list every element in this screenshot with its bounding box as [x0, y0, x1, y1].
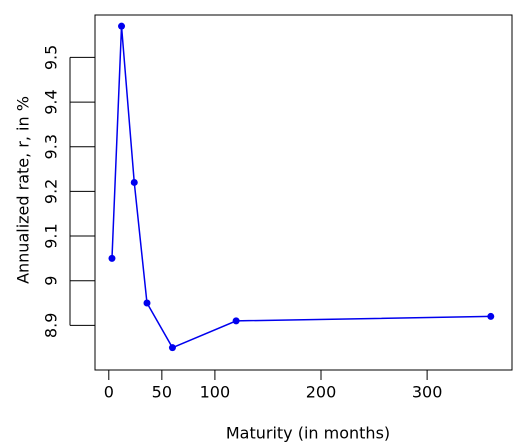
series-line — [111, 26, 491, 349]
x-tick-label: 0 — [104, 383, 114, 402]
point — [232, 317, 240, 325]
y-tick-label: 9.5 — [42, 45, 61, 70]
point — [118, 22, 126, 30]
point — [130, 178, 138, 186]
y-tick-label: 9.3 — [42, 134, 61, 159]
y-tick-label: 9.2 — [42, 179, 61, 204]
y-tick-label: 9 — [42, 276, 61, 286]
x-tick-label: 100 — [200, 383, 231, 402]
y-axis-label: Annualized rate, r, in % — [14, 96, 33, 284]
x-tick-label: 50 — [152, 383, 172, 402]
y-tick-label: 9.1 — [42, 223, 61, 248]
x-tick-label: 300 — [412, 383, 443, 402]
point — [168, 344, 176, 352]
y-tick-label: 8.9 — [42, 313, 61, 338]
point — [487, 312, 495, 320]
y-tick-label: 9.4 — [42, 89, 61, 114]
point — [108, 254, 116, 262]
point — [143, 299, 151, 307]
x-axis-label: Maturity (in months) — [226, 424, 390, 443]
x-tick-label: 200 — [306, 383, 337, 402]
